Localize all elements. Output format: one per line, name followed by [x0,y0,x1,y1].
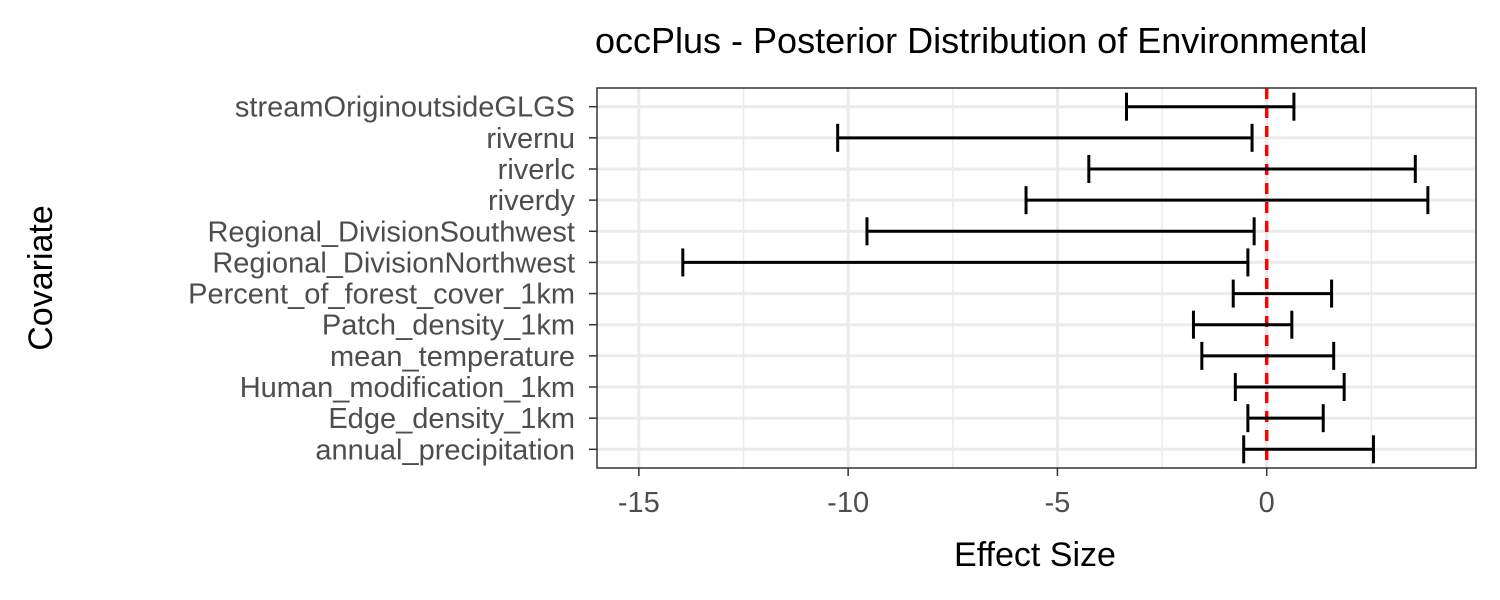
plot-panel [597,88,1476,468]
errorbar [1124,92,1296,121]
errorbar [1231,279,1334,308]
interval-layer [681,92,1430,464]
y-tick-label: Patch_density_1km [322,310,575,342]
errorbar [1246,404,1325,433]
errorbar [836,123,1254,152]
errorbar [1024,186,1430,215]
y-tick-label: Human_modification_1km [240,372,575,404]
y-tick-label: riverdy [488,185,576,217]
errorbar [1233,373,1346,402]
y-tick-label: Regional_DivisionNorthwest [212,247,575,279]
errorbar [865,217,1256,246]
x-axis-title: Effect Size [954,536,1116,574]
chart-title: occPlus - Posterior Distribution of Envi… [595,20,1367,61]
errorbar [1087,154,1417,183]
errorbar [1191,310,1294,339]
y-axis: streamOriginoutsideGLGSrivernuriverlcriv… [188,92,597,466]
x-tick-label: -15 [618,487,660,519]
y-tick-label: streamOriginoutsideGLGS [235,92,575,124]
plot-border [596,87,1477,469]
errorbar [681,248,1250,277]
y-tick-label: riverlc [498,154,575,186]
x-tick-label: -5 [1045,487,1071,519]
y-tick-label: rivernu [486,123,575,155]
y-tick-label: Regional_DivisionSouthwest [207,216,575,248]
minor-gridlines [742,88,1373,468]
errorbar [1200,341,1336,370]
x-axis: -15 -10 -5 0 [618,468,1275,519]
y-tick-label: Percent_of_forest_cover_1km [188,279,575,311]
y-tick-label: Edge_density_1km [328,403,575,435]
x-tick-label: -10 [827,487,869,519]
x-tick-label: 0 [1259,487,1275,519]
y-axis-title: Covariate [22,205,60,351]
errorbar [1242,435,1375,464]
y-tick-label: mean_temperature [330,341,575,373]
y-tick-label: annual_precipitation [315,434,575,466]
